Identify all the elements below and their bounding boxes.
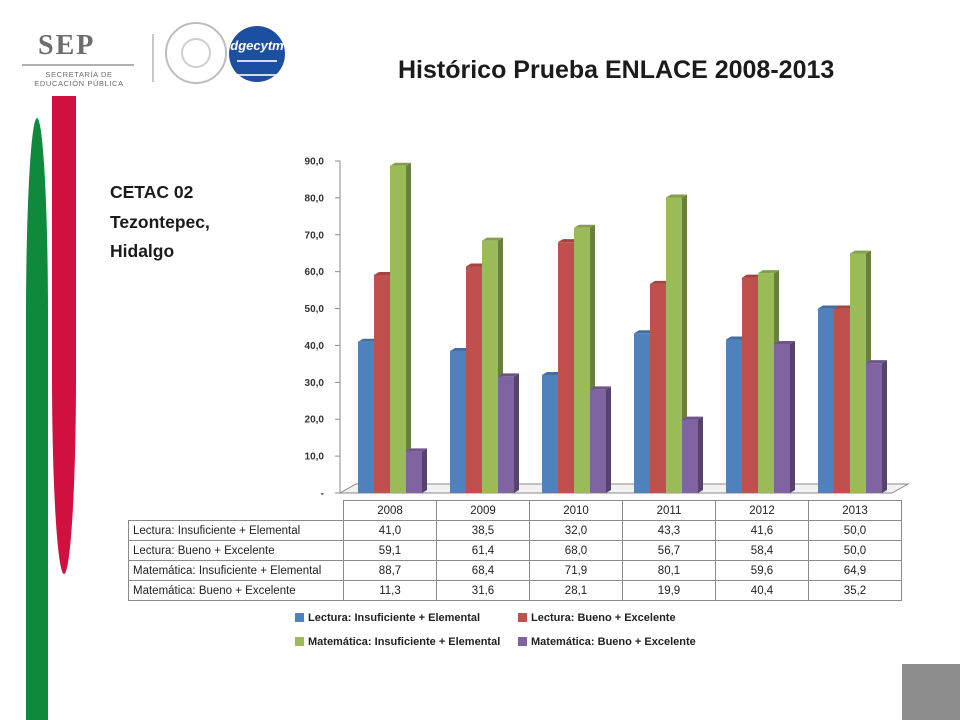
bar xyxy=(574,224,595,493)
data-label: 56,7 xyxy=(622,540,716,561)
table-row: Matemática: Insuficiente + Elemental 88,7… xyxy=(128,560,902,581)
data-label: 59,6 xyxy=(715,560,809,581)
data-label: 88,7 xyxy=(343,560,437,581)
data-label: 31,6 xyxy=(436,580,530,601)
series-label: Matemática: Insuficiente + Elemental xyxy=(128,560,344,581)
bar xyxy=(390,162,411,493)
y-tick-label: 30,0 xyxy=(305,378,325,389)
data-label: 59,1 xyxy=(343,540,437,561)
series-label: Lectura: Insuficiente + Elemental xyxy=(128,520,344,541)
data-label: 68,0 xyxy=(529,540,623,561)
data-label: 58,4 xyxy=(715,540,809,561)
legend-item: Matemática: Bueno + Excelente xyxy=(518,636,696,648)
legend-label: Matemática: Bueno + Excelente xyxy=(531,636,696,648)
data-label: 41,6 xyxy=(715,520,809,541)
bar xyxy=(590,386,611,493)
category-label: 2009 xyxy=(436,500,530,521)
data-label: 35,2 xyxy=(808,580,902,601)
sep-logo-subtitle-1: SECRETARÍA DE xyxy=(45,70,113,79)
chart-data-table: 2008 2009 2010 2011 2012 2013 Lectura: Insufic… xyxy=(128,500,902,601)
legend-item: Lectura: Bueno + Excelente xyxy=(518,612,676,624)
data-label: 68,4 xyxy=(436,560,530,581)
data-label: 64,9 xyxy=(808,560,902,581)
legend-item: Lectura: Insuficiente + Elemental xyxy=(295,612,480,624)
y-tick-label: 10,0 xyxy=(305,452,325,463)
bar xyxy=(866,360,887,493)
data-label: 50,0 xyxy=(808,520,902,541)
y-tick-label: 50,0 xyxy=(305,304,325,315)
category-label: 2012 xyxy=(715,500,809,521)
legend-swatch xyxy=(518,613,527,622)
dgecytm-logo: dgecytm xyxy=(229,26,285,82)
category-label: 2008 xyxy=(343,500,437,521)
series-label: Lectura: Bueno + Excelente xyxy=(128,540,344,561)
national-seal-logo xyxy=(165,22,227,84)
logo-divider xyxy=(152,34,154,82)
legend-swatch xyxy=(295,613,304,622)
legend-swatch xyxy=(295,637,304,646)
data-label: 28,1 xyxy=(529,580,623,601)
data-label: 32,0 xyxy=(529,520,623,541)
bar xyxy=(498,373,519,493)
category-label: 2010 xyxy=(529,500,623,521)
y-tick-label: 80,0 xyxy=(305,193,325,204)
data-label: 41,0 xyxy=(343,520,437,541)
data-label: 19,9 xyxy=(622,580,716,601)
legend-label: Matemática: Insuficiente + Elemental xyxy=(308,636,501,648)
series-label: Matemática: Bueno + Excelente xyxy=(128,580,344,601)
data-label: 50,0 xyxy=(808,540,902,561)
sep-logo-word: SEP xyxy=(38,30,96,61)
page-title: Histórico Prueba ENLACE 2008-2013 xyxy=(398,56,835,84)
data-label: 43,3 xyxy=(622,520,716,541)
data-label: 40,4 xyxy=(715,580,809,601)
y-tick-label: 40,0 xyxy=(305,341,325,352)
table-row: Lectura: Insuficiente + Elemental 41,0 38,… xyxy=(128,520,902,541)
school-location-state: Hidalgo xyxy=(110,241,175,261)
table-header-row: 2008 2009 2010 2011 2012 2013 xyxy=(128,500,902,521)
school-name: CETAC 02 xyxy=(110,182,194,202)
school-location-city: Tezontepec, xyxy=(110,212,210,232)
legend-swatch xyxy=(518,637,527,646)
y-tick-label: - xyxy=(321,489,324,500)
table-row: Matemática: Bueno + Excelente 11,3 31,6 28,… xyxy=(128,580,902,601)
data-label: 61,4 xyxy=(436,540,530,561)
sep-logo: SEP SECRETARÍA DE EDUCACIÓN PÚBLICA xyxy=(22,30,142,88)
y-tick-label: 90,0 xyxy=(305,157,325,168)
data-label: 38,5 xyxy=(436,520,530,541)
legend-label: Lectura: Insuficiente + Elemental xyxy=(308,612,481,624)
bar xyxy=(774,340,795,493)
bar xyxy=(682,416,703,493)
data-label: 71,9 xyxy=(529,560,623,581)
data-label: 11,3 xyxy=(343,580,437,601)
data-label: 80,1 xyxy=(622,560,716,581)
corner-gray-block xyxy=(902,664,960,720)
category-label: 2013 xyxy=(808,500,902,521)
legend-label: Lectura: Bueno + Excelente xyxy=(531,612,676,624)
table-row: Lectura: Bueno + Excelente 59,1 61,4 68,0 56… xyxy=(128,540,902,561)
y-tick-label: 20,0 xyxy=(305,415,325,426)
legend-item: Matemática: Insuficiente + Elemental xyxy=(295,636,500,648)
sep-logo-subtitle-2: EDUCACIÓN PÚBLICA xyxy=(34,79,124,88)
bar xyxy=(406,448,427,493)
y-tick-label: 70,0 xyxy=(305,230,325,241)
y-tick-label: 60,0 xyxy=(305,267,325,278)
green-decorative-stripe xyxy=(26,118,48,720)
red-decorative-stripe xyxy=(52,96,76,574)
category-label: 2011 xyxy=(622,500,716,521)
